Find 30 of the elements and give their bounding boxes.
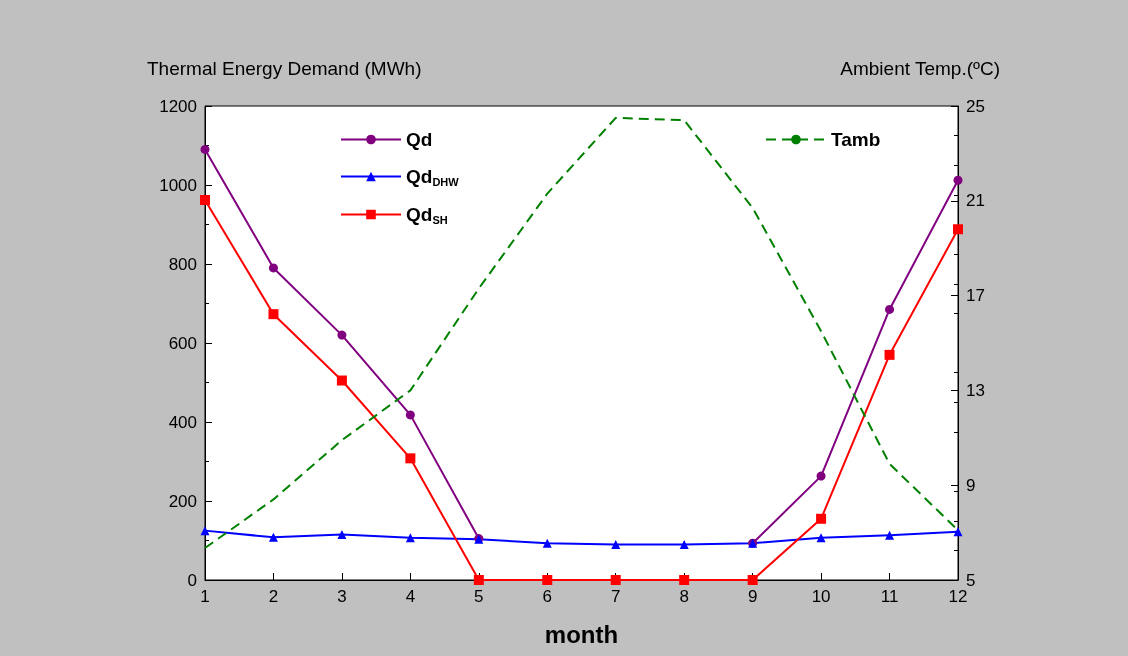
y-tick-label: 400: [168, 412, 197, 432]
x-tick-label: 12: [948, 587, 968, 606]
y2-tick-label: 21: [966, 191, 985, 211]
y2-tick-label: 17: [966, 286, 985, 306]
y2-tick-label: 25: [966, 96, 985, 116]
y2-tick-label: 5: [966, 570, 976, 590]
x-tick-label: 10: [811, 587, 831, 606]
y-tick-label: 200: [168, 491, 197, 511]
y-tick-label: 0: [187, 570, 197, 590]
legend-label: Tamb: [831, 129, 881, 150]
y-tick-label: 800: [168, 254, 197, 274]
y2-tick-label: 9: [966, 475, 976, 495]
x-tick-label: 3: [337, 587, 347, 606]
x-tick-label: 8: [679, 587, 689, 606]
x-tick-label: 4: [405, 587, 416, 606]
x-tick-label: 1: [200, 587, 210, 606]
x-tick-label: 6: [542, 587, 553, 606]
x-axis-title: month: [544, 620, 619, 648]
x-tick-label: 5: [474, 587, 484, 606]
x-tick-label: 9: [747, 587, 758, 606]
y-axis-title: Thermal Energy Demand (MWh): [147, 58, 422, 79]
y2-axis-title: Ambient Temp.(ºC): [840, 58, 1000, 79]
y-tick-label: 600: [168, 333, 197, 353]
x-tick-label: 7: [610, 587, 621, 606]
y-tick-label: 1000: [159, 175, 197, 195]
legend-label: Qd: [406, 129, 433, 150]
y-tick-label: 1200: [159, 96, 197, 116]
x-tick-label: 11: [880, 587, 899, 606]
x-tick-label: 2: [268, 587, 279, 606]
y2-tick-label: 13: [966, 380, 985, 400]
